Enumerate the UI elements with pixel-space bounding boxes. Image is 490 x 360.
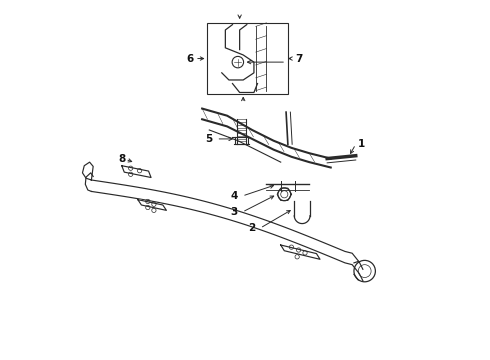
Polygon shape — [122, 166, 151, 177]
Text: 5: 5 — [206, 134, 213, 144]
Bar — [207, 23, 288, 94]
Text: 2: 2 — [248, 223, 256, 233]
Text: 6: 6 — [186, 54, 193, 64]
Text: 4: 4 — [231, 191, 238, 201]
Text: 1: 1 — [358, 139, 365, 149]
Text: 7: 7 — [295, 54, 302, 64]
Polygon shape — [281, 245, 320, 259]
Text: 8: 8 — [118, 154, 125, 163]
Text: 3: 3 — [231, 207, 238, 217]
Polygon shape — [138, 200, 167, 210]
